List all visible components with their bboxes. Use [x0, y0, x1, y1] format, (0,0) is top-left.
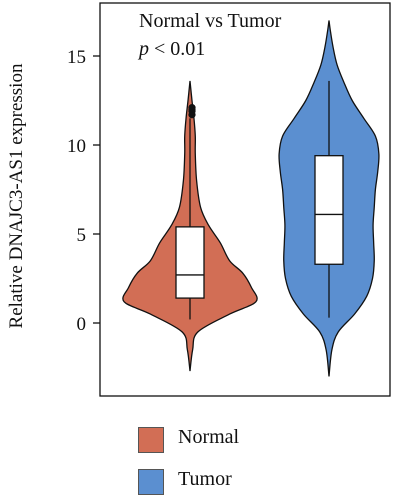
legend-label-tumor: Tumor — [178, 468, 232, 490]
plot-frame — [99, 2, 391, 397]
violins — [122, 20, 380, 377]
chart-title: Normal vs Tumor — [139, 10, 282, 32]
p-symbol: p — [137, 38, 149, 60]
legend-label-normal: Normal — [178, 426, 240, 448]
p-threshold: < 0.01 — [149, 38, 205, 60]
box-iqr — [314, 155, 344, 265]
violin-tumor — [278, 20, 380, 377]
outlier-point — [188, 104, 196, 112]
y-tick-label: 5 — [77, 225, 87, 246]
y-axis: 0 5 10 15 — [67, 47, 100, 335]
y-tick-label: 0 — [77, 314, 87, 335]
box-iqr — [175, 226, 205, 299]
y-tick-label: 10 — [67, 136, 86, 157]
y-axis-title: Relative DNAJC3-AS1 expression — [6, 63, 27, 328]
legend-swatch-normal — [138, 427, 164, 453]
legend-swatch-tumor — [138, 469, 164, 495]
y-tick-label: 15 — [67, 47, 86, 68]
p-value-annotation: p < 0.01 — [137, 38, 205, 60]
violin-normal — [122, 80, 258, 372]
